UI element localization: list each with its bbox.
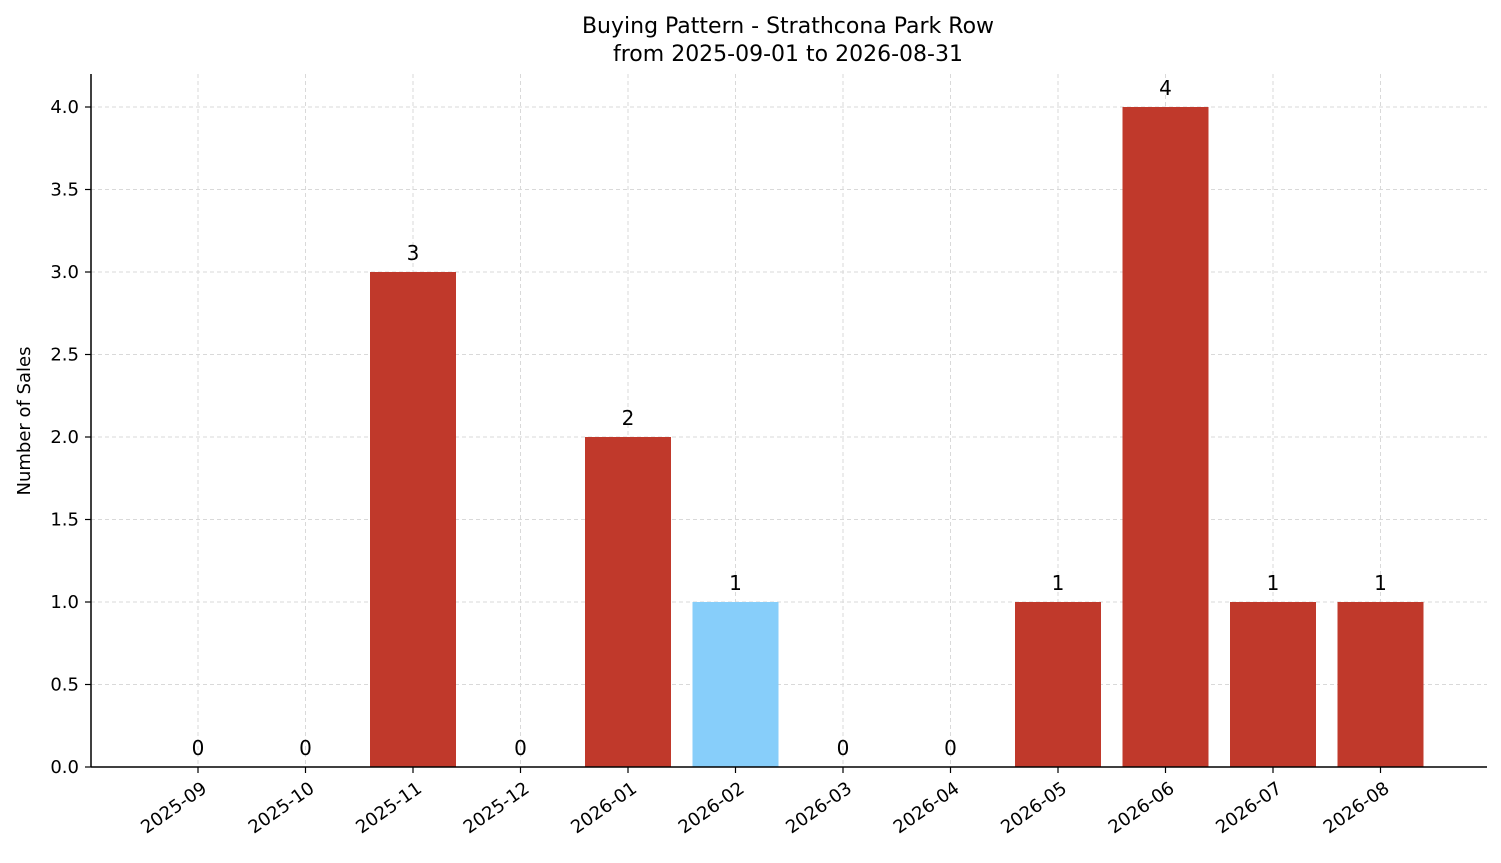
- data-label-2026-04: 0: [944, 736, 957, 760]
- bar-2026-02: [692, 602, 779, 767]
- data-label-2026-02: 1: [729, 571, 742, 595]
- x-tick-label: 2026-02: [675, 778, 749, 838]
- x-tick-label: 2026-07: [1212, 778, 1286, 838]
- x-tick-label: 2026-03: [782, 778, 856, 838]
- data-label-2025-09: 0: [192, 736, 205, 760]
- x-tick-label: 2025-11: [352, 778, 426, 838]
- x-tick-label: 2025-12: [460, 778, 534, 838]
- data-label-2026-05: 1: [1052, 571, 1065, 595]
- data-label-2026-01: 2: [622, 406, 635, 430]
- bar-2026-06: [1122, 107, 1209, 767]
- x-tick-label: 2026-01: [567, 778, 641, 838]
- bar-2026-05: [1015, 602, 1101, 767]
- data-label-2026-06: 4: [1159, 76, 1172, 100]
- data-label-2026-08: 1: [1374, 571, 1387, 595]
- x-tick-label: 2026-06: [1105, 778, 1179, 838]
- chart-subtitle: from 2025-09-01 to 2026-08-31: [613, 42, 963, 67]
- data-label-2025-12: 0: [514, 736, 527, 760]
- data-label-2026-07: 1: [1267, 571, 1280, 595]
- x-tick-label: 2025-09: [137, 778, 211, 838]
- y-tick-label: 1.5: [50, 510, 79, 531]
- x-tick-label: 2025-10: [245, 778, 319, 838]
- y-tick-label: 2.5: [50, 345, 79, 366]
- x-tick-label: 2026-04: [890, 778, 964, 838]
- y-tick-label: 3.5: [50, 180, 79, 201]
- y-tick-label: 0.0: [50, 757, 79, 778]
- y-tick-label: 0.5: [50, 675, 79, 696]
- data-label-2025-11: 3: [407, 241, 420, 265]
- bars: [370, 107, 1424, 767]
- data-label-2026-03: 0: [837, 736, 850, 760]
- data-label-2025-10: 0: [299, 736, 312, 760]
- y-tick-label: 1.0: [50, 592, 79, 613]
- data-labels: 0 0 3 0 2 1 0 0 1 4 1 1: [192, 76, 1387, 760]
- bar-2026-01: [585, 437, 671, 767]
- bar-2025-11: [370, 272, 456, 767]
- y-tick-label: 2.0: [50, 427, 79, 448]
- x-tick-label: 2026-08: [1320, 778, 1394, 838]
- bar-2026-07: [1230, 602, 1316, 767]
- gridlines: [91, 74, 1487, 768]
- chart-title: Buying Pattern - Strathcona Park Row: [582, 14, 994, 39]
- y-tick-label: 4.0: [50, 97, 79, 118]
- y-tick-label: 3.0: [50, 262, 79, 283]
- y-axis-label: Number of Sales: [14, 346, 35, 495]
- x-tick-label: 2026-05: [997, 778, 1071, 838]
- bar-2026-08: [1337, 602, 1424, 767]
